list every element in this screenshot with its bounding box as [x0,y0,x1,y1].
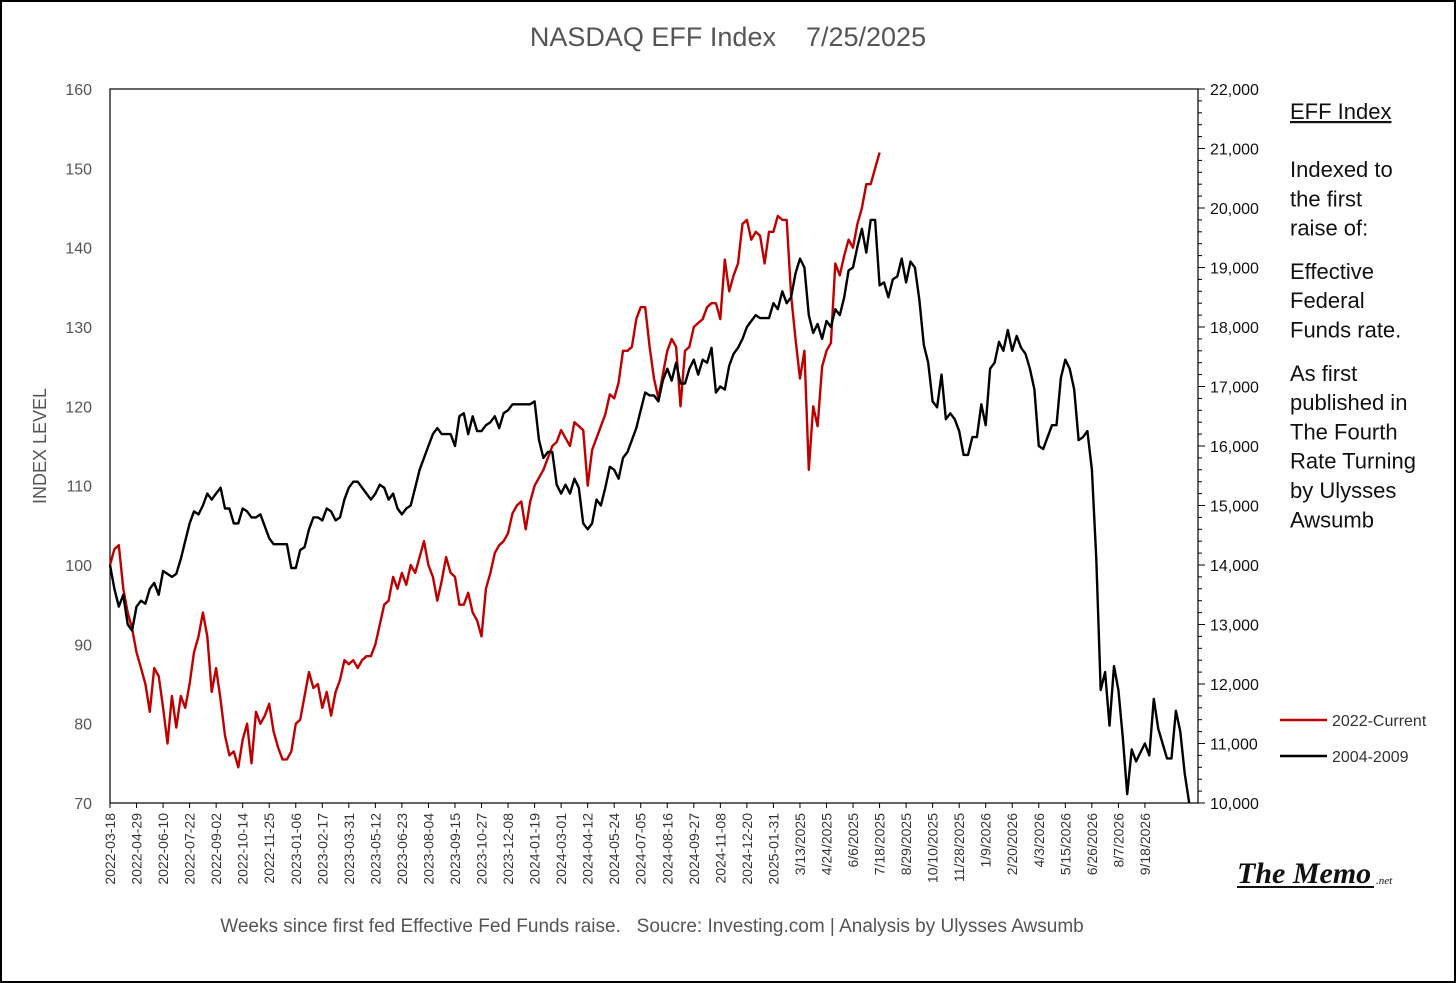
x-tick-label: 2023-06-23 [394,813,410,885]
y-left-tick-label: 120 [65,399,92,416]
side-note-line: Effective [1290,259,1374,284]
x-tick-label: 2024-05-24 [606,813,622,885]
y-right-tick-label: 18,000 [1210,320,1259,337]
x-tick-label: 2024-11-08 [712,813,728,884]
y-right-tick-label: 20,000 [1210,201,1259,218]
x-tick-label: 2022-09-02 [208,813,224,885]
x-tick-label: 5/15/2026 [1057,813,1073,875]
x-tick-label: 2024-01-19 [527,813,543,885]
x-tick-label: 2022-07-22 [182,813,198,885]
x-tick-label: 2022-04-29 [129,813,145,885]
right-axis: 22,000 21,000 20,000 19,000 18,000 17,000 16,0… [1198,82,1259,813]
x-tick-label: 7/18/2025 [872,813,888,875]
y-right-tick-label: 11,000 [1210,737,1258,754]
side-note-line: Federal [1290,288,1365,313]
x-tick-label: 2023-09-15 [447,813,463,885]
x-tick-label: 11/28/2025 [951,813,967,882]
y-left-tick-label: 140 [65,241,92,258]
x-tick-label: 2/20/2026 [1004,813,1020,875]
y-left-tick-label: 150 [65,161,92,178]
x-axis: 2022-03-18 2022-04-29 2022-06-10 2022-07-22… [102,803,1153,885]
x-tick-label: 2025-01-31 [765,813,781,885]
legend-label-2022-current: 2022-Current [1332,713,1427,730]
x-tick-label: 2022-03-18 [102,813,118,885]
x-tick-label: 2022-10-14 [235,813,251,885]
side-note-line: Awsumb [1290,507,1374,532]
x-tick-label: 2023-05-12 [367,813,383,885]
plot-frame [109,88,1199,804]
y-left-tick-label: 160 [65,82,92,99]
the-memo-logo[interactable]: The Memo .net [1237,857,1393,890]
x-tick-label: 2024-03-01 [553,813,569,885]
side-note-line: Rate Turning [1290,449,1416,474]
x-tick-label: 2023-08-04 [420,813,436,885]
legend-label-2004-2009: 2004-2009 [1332,749,1409,766]
x-tick-label: 2023-03-31 [341,813,357,885]
legend: 2022-Current 2004-2009 [1280,713,1427,766]
series-line-2004-2009 [108,218,1191,804]
y-left-tick-label: 70 [74,796,92,813]
series-layer [108,152,1191,804]
side-note-line: published in [1290,390,1407,415]
x-tick-label: 2023-12-08 [500,813,516,885]
x-tick-label: 2022-11-25 [261,813,277,884]
y-left-tick-label: 100 [65,558,92,575]
y-right-tick-label: 22,000 [1210,82,1259,99]
side-note-line: The Fourth [1290,419,1398,444]
side-note-line: Funds rate. [1290,318,1401,343]
x-tick-label: 2023-01-06 [288,813,304,885]
x-tick-label: 2024-12-20 [739,813,755,885]
y-left-tick-label: 130 [65,320,92,337]
x-tick-label: 10/10/2025 [925,813,941,883]
side-note-line: by Ulysses [1290,478,1396,503]
y-right-tick-label: 17,000 [1210,380,1259,397]
chart-title: NASDAQ EFF Index 7/25/2025 [530,22,926,52]
x-tick-label: 6/26/2026 [1084,813,1100,875]
x-tick-label: 4/3/2026 [1031,813,1047,868]
series-line-2022-current [108,152,881,769]
y-left-tick-label: 90 [74,637,92,654]
side-note-heading: EFF Index [1290,99,1391,124]
x-tick-label: 6/6/2025 [845,813,861,868]
y-left-tick-label: 110 [66,479,92,496]
y-right-tick-label: 13,000 [1210,618,1259,635]
y-right-tick-label: 19,000 [1210,261,1259,278]
y-left-tick-label: 80 [74,717,92,734]
y-right-tick-label: 12,000 [1210,677,1259,694]
x-tick-label: 4/24/2025 [818,813,834,875]
x-tick-label: 2023-02-17 [314,813,330,885]
left-axis: 160 150 140 130 120 110 100 90 80 70 [65,82,92,813]
y-right-tick-label: 21,000 [1210,142,1259,159]
x-tick-label: 2023-10-27 [474,813,490,885]
y-right-tick-label: 16,000 [1210,439,1259,456]
logo-suffix: .net [1376,875,1393,887]
x-tick-label: 3/13/2025 [792,813,808,875]
x-tick-label: 2024-09-27 [686,813,702,885]
y-right-tick-label: 15,000 [1210,499,1259,516]
y-axis-title: INDEX LEVEL [30,388,50,504]
side-note: EFF Index Indexed to the first raise of: Ef… [1290,99,1416,532]
x-tick-label: 1/9/2026 [978,813,994,868]
x-tick-label: 2024-08-16 [659,813,675,885]
x-tick-label: 2024-04-12 [580,813,596,885]
logo-text: The Memo [1237,857,1371,890]
x-tick-label: 8/29/2025 [898,813,914,875]
y-right-tick-label: 10,000 [1210,796,1259,813]
y-right-tick-label: 14,000 [1210,558,1259,575]
x-axis-caption: Weeks since first fed Effective Fed Fund… [220,916,1083,937]
side-note-line: As first [1290,361,1357,386]
x-tick-label: 9/18/2026 [1137,813,1153,875]
side-note-line: raise of: [1290,216,1368,241]
x-tick-label: 2022-06-10 [155,813,171,885]
plot-area [109,88,1199,804]
x-tick-label: 8/7/2026 [1110,813,1126,868]
side-note-line: the first [1290,186,1362,211]
x-tick-label: 2024-07-05 [633,813,649,885]
side-note-line: Indexed to [1290,157,1393,182]
